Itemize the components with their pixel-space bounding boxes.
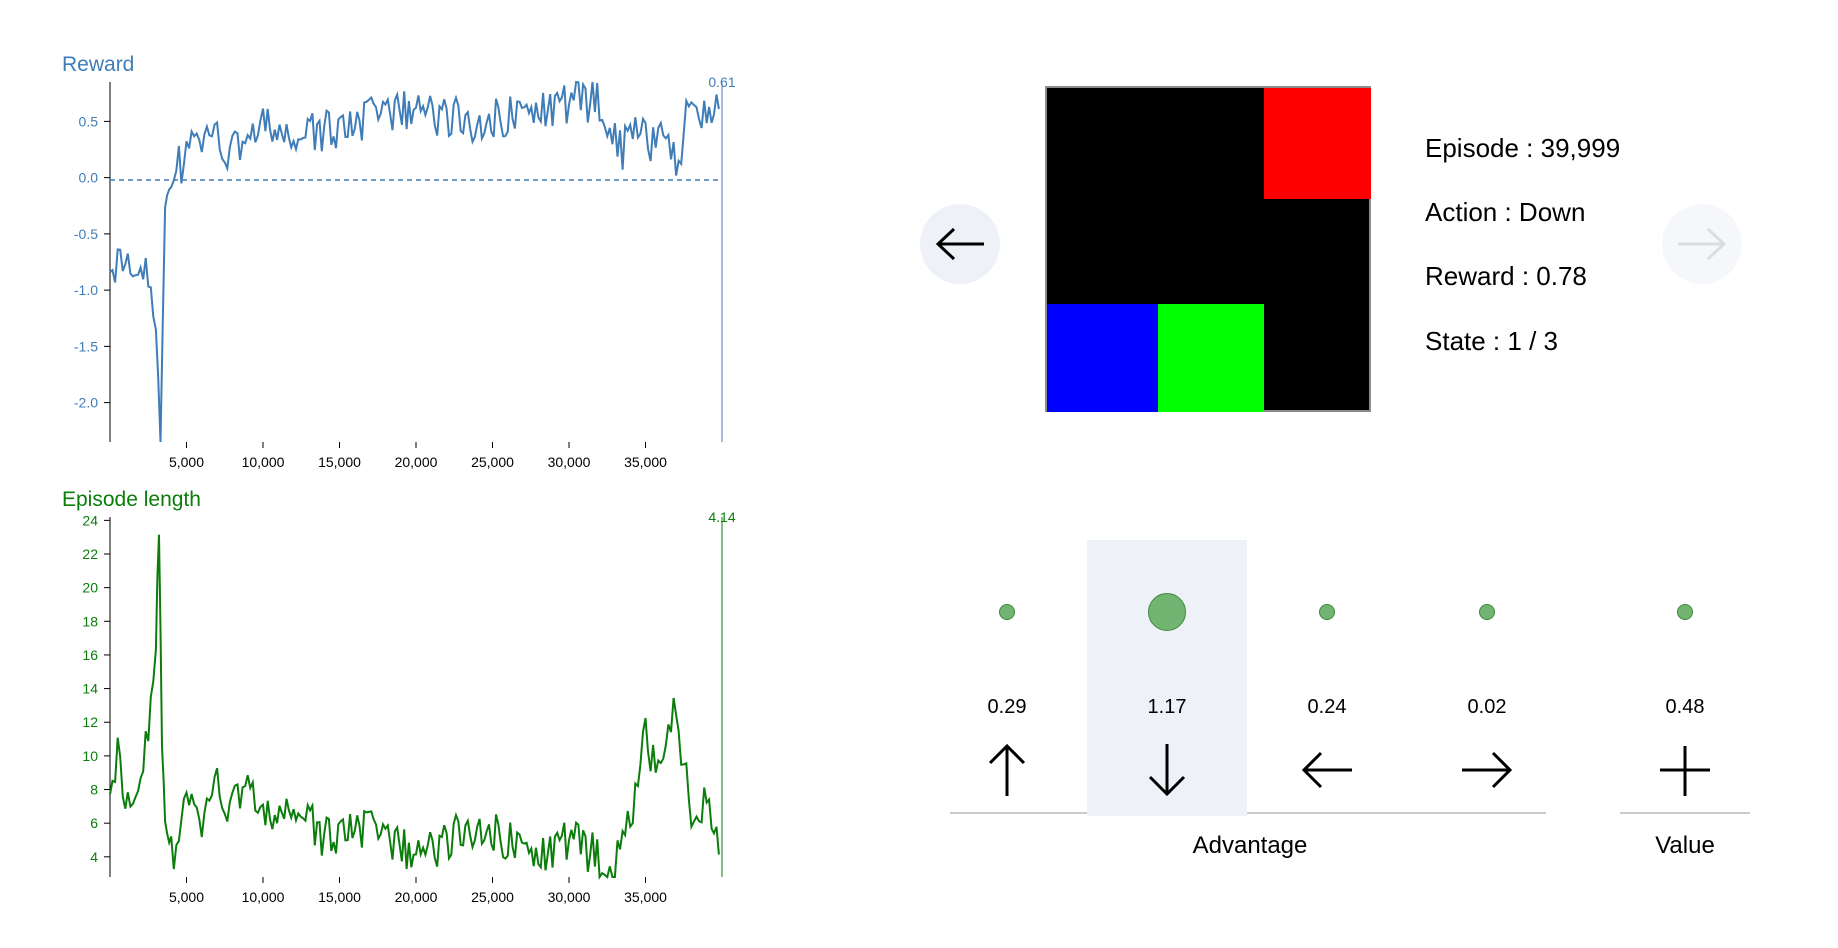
previous-state-button[interactable] (920, 204, 1000, 284)
reward-chart-title: Reward (62, 53, 135, 76)
length-y-tick-label: 18 (82, 613, 98, 629)
reward-x-tick-label: 20,000 (395, 454, 438, 470)
action-label: Action : Down (1425, 197, 1586, 227)
arrow-left-icon (935, 227, 984, 261)
length-y-axis: 24 22 20 18 16 14 12 10 8 6 4 (82, 512, 111, 877)
action-left-dot (1319, 604, 1335, 620)
length-y-tick-label: 10 (82, 748, 98, 764)
state-label: State : 1 / 3 (1425, 326, 1558, 356)
reward-label: Reward : 0.78 (1425, 261, 1587, 291)
action-right-column[interactable]: 0.02 (1407, 540, 1567, 816)
advantage-baseline (950, 812, 1546, 814)
reward-y-axis: 0.5 0.0 -0.5 -1.0 -1.5 -2.0 (74, 82, 111, 442)
reward-x-tick-label: 25,000 (471, 454, 514, 470)
reward-x-tick-label: 15,000 (318, 454, 361, 470)
length-y-tick-label: 22 (82, 546, 98, 562)
value-number: 0.48 (1665, 696, 1705, 718)
reward-chart: 0.5 0.0 -0.5 -1.0 -1.5 -2.0 5,000 10,000 15,000… (74, 74, 736, 470)
length-chart-title: Episode length (62, 488, 201, 511)
length-y-tick-label: 24 (82, 512, 98, 528)
length-x-tick-label: 15,000 (318, 889, 361, 905)
length-x-tick-label: 25,000 (471, 889, 514, 905)
next-state-button[interactable] (1662, 204, 1742, 284)
length-x-tick-label: 30,000 (548, 889, 591, 905)
length-y-tick-label: 16 (82, 647, 98, 663)
reward-current-value: 0.61 (708, 74, 735, 90)
blue-agent-cell (1047, 304, 1158, 412)
reward-x-tick-label: 35,000 (624, 454, 667, 470)
action-down-dot (1148, 593, 1186, 631)
length-series-line (109, 534, 720, 881)
action-left-advantage: 0.24 (1307, 696, 1347, 718)
red-goal-cell (1264, 88, 1371, 199)
action-up-column[interactable]: 0.29 (927, 540, 1087, 816)
action-right-advantage: 0.02 (1467, 696, 1507, 718)
episode-label: Episode : 39,999 (1425, 133, 1621, 163)
length-y-tick-label: 4 (90, 849, 98, 865)
reward-y-tick-label: 0.5 (79, 113, 99, 129)
value-column: 0.48 (1605, 540, 1765, 816)
length-x-tick-label: 35,000 (624, 889, 667, 905)
action-up-advantage: 0.29 (987, 696, 1027, 718)
green-cell (1158, 304, 1264, 412)
value-label: Value (1655, 832, 1715, 859)
reward-y-tick-label: -1.0 (74, 282, 98, 298)
reward-y-tick-label: 0.0 (79, 170, 99, 186)
length-x-axis: 5,000 10,000 15,000 20,000 25,000 30,000 35,00… (169, 877, 667, 905)
length-y-tick-label: 6 (90, 815, 98, 831)
length-y-tick-label: 20 (82, 580, 98, 596)
plus-icon (1660, 746, 1710, 796)
arrow-left-icon (1302, 751, 1352, 789)
arrow-right-icon (1678, 227, 1727, 261)
reward-y-tick-label: -2.0 (74, 395, 98, 411)
action-left-column[interactable]: 0.24 (1247, 540, 1407, 816)
action-right-dot (1479, 604, 1495, 620)
length-x-tick-label: 5,000 (169, 889, 204, 905)
length-current-value: 4.14 (708, 509, 735, 525)
environment-grid (1045, 86, 1371, 412)
reward-y-tick-label: -0.5 (74, 226, 98, 242)
length-y-tick-label: 14 (82, 681, 98, 697)
value-baseline (1620, 812, 1750, 814)
value-dot (1677, 604, 1693, 620)
reward-y-tick-label: -1.5 (74, 338, 98, 354)
action-up-dot (999, 604, 1015, 620)
action-down-column[interactable]: 1.17 (1087, 540, 1247, 816)
reward-series-line (109, 80, 720, 443)
reward-x-tick-label: 10,000 (242, 454, 285, 470)
length-x-tick-label: 10,000 (242, 889, 285, 905)
reward-x-tick-label: 5,000 (169, 454, 204, 470)
length-y-tick-label: 8 (90, 782, 98, 798)
arrow-right-icon (1462, 751, 1512, 789)
reward-x-axis: 5,000 10,000 15,000 20,000 25,000 30,000 35,00… (169, 442, 667, 470)
arrow-down-icon (1148, 744, 1186, 797)
length-x-tick-label: 20,000 (395, 889, 438, 905)
reward-x-tick-label: 30,000 (548, 454, 591, 470)
length-y-tick-label: 12 (82, 714, 98, 730)
action-down-advantage: 1.17 (1147, 696, 1187, 718)
arrow-up-icon (988, 743, 1026, 796)
advantage-label: Advantage (1192, 832, 1308, 859)
episode-length-chart: 24 22 20 18 16 14 12 10 8 6 4 5,000 10,000 15,000 20,… (82, 509, 735, 905)
